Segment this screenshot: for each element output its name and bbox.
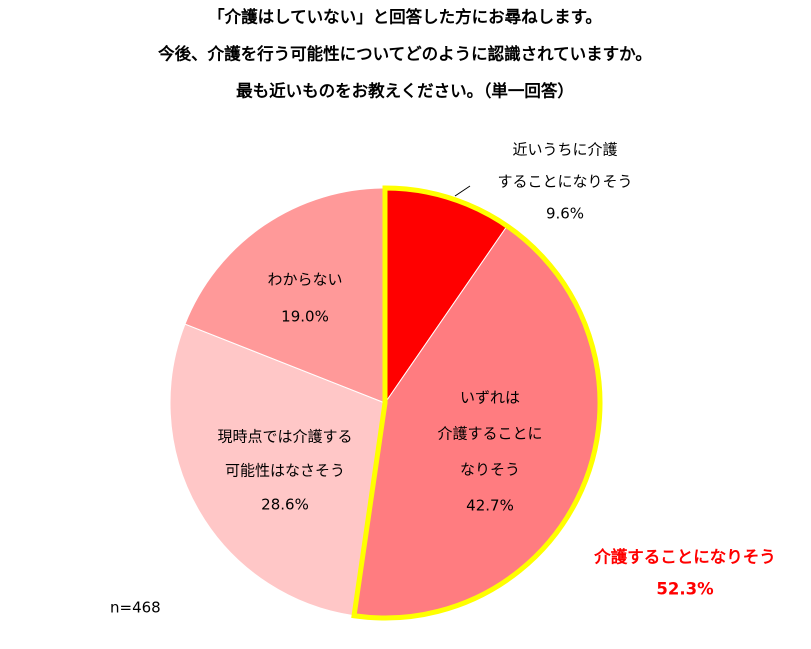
chart-title: 今後、介護を行う可能性についてどのように認識されていますか。	[157, 44, 652, 64]
slice-label: することになりそう	[497, 173, 632, 191]
slice-label: 介護することに	[437, 425, 542, 443]
slice-label: いずれは	[460, 389, 520, 407]
pie-slice	[169, 323, 386, 617]
annotation-value: 52.3%	[656, 580, 714, 599]
highlight-outline	[351, 185, 603, 621]
leader-line	[454, 185, 471, 197]
value-label: 9.6%	[546, 205, 584, 223]
slice-label: なりそう	[460, 461, 520, 479]
slice-label: わからない	[267, 271, 342, 289]
value-label: 19.0%	[281, 308, 329, 326]
slice-label: 近いうちに介護	[512, 141, 617, 159]
chart-title: 「介護はしていない」と回答した方にお尋ねします。	[208, 7, 602, 27]
slice-label: 現時点では介護する	[217, 428, 352, 446]
value-label: 28.6%	[261, 496, 309, 514]
pie-slice	[184, 187, 386, 404]
slice-label: 可能性はなさそう	[225, 462, 345, 480]
value-label: 42.7%	[466, 497, 514, 515]
sample-size: n=468	[110, 599, 161, 617]
annotation-text: 介護することになりそう	[593, 547, 776, 567]
chart-title: 最も近いものをお教えください。（単一回答）	[236, 81, 574, 101]
